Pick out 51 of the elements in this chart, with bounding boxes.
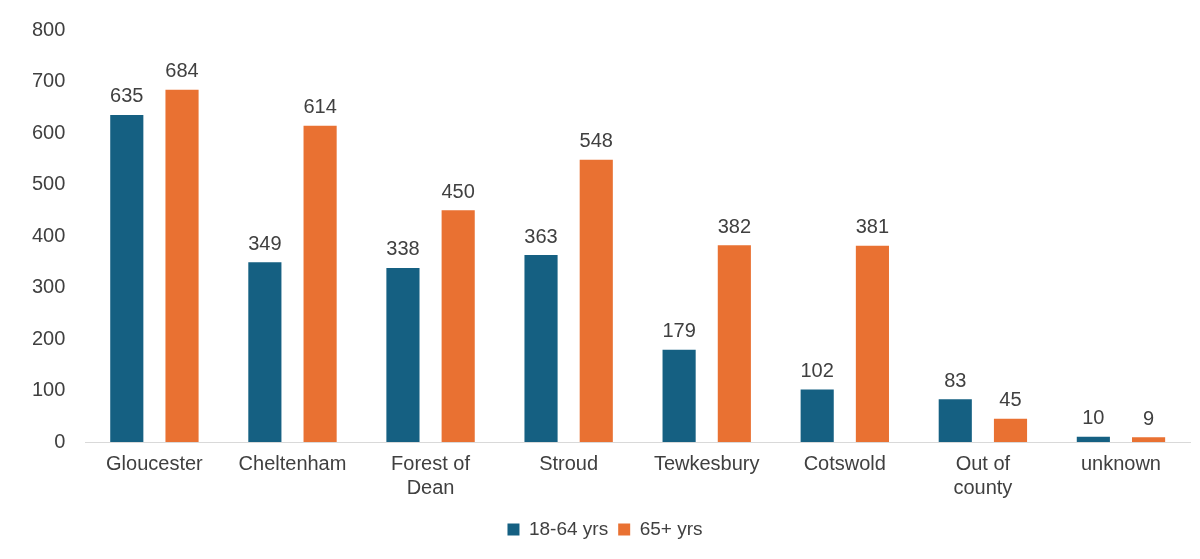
bar bbox=[717, 245, 751, 442]
x-tick-label: Out of county bbox=[953, 451, 1013, 498]
data-label: 9 bbox=[1143, 406, 1155, 429]
x-tick-label: Tewkesbury bbox=[653, 451, 760, 474]
bar bbox=[938, 399, 972, 442]
data-label: 83 bbox=[944, 368, 967, 391]
legend-label: 65+ yrs bbox=[639, 517, 703, 539]
bar bbox=[303, 125, 337, 442]
bar bbox=[662, 349, 696, 442]
bar bbox=[386, 267, 420, 442]
data-label: 179 bbox=[662, 319, 696, 342]
data-label: 548 bbox=[579, 129, 613, 152]
y-tick-label: 700 bbox=[31, 69, 66, 92]
data-label: 45 bbox=[999, 388, 1022, 411]
y-tick-label: 100 bbox=[31, 378, 66, 401]
y-tick-label: 400 bbox=[31, 223, 66, 246]
legend-label: 18-64 yrs bbox=[528, 517, 609, 539]
bar bbox=[524, 255, 558, 442]
y-tick-label: 300 bbox=[31, 275, 66, 298]
data-label: 684 bbox=[165, 59, 199, 82]
bar bbox=[800, 389, 834, 442]
x-tick-label: Cheltenham bbox=[238, 451, 347, 474]
x-tick-label: Gloucester bbox=[106, 451, 204, 474]
bar bbox=[855, 245, 889, 442]
data-label: 614 bbox=[303, 95, 337, 118]
bar bbox=[1132, 437, 1166, 442]
x-tick-label: Cotswold bbox=[803, 451, 886, 474]
data-label: 349 bbox=[248, 231, 282, 254]
bar bbox=[579, 159, 613, 442]
y-tick-label: 800 bbox=[31, 17, 66, 40]
data-label: 102 bbox=[800, 358, 834, 381]
data-label: 450 bbox=[441, 179, 475, 202]
x-tick-label: Stroud bbox=[539, 451, 599, 474]
data-label: 635 bbox=[110, 84, 144, 107]
data-label: 381 bbox=[855, 215, 890, 238]
x-tick-label: Forest of Dean bbox=[391, 451, 471, 498]
data-label: 382 bbox=[717, 214, 752, 237]
bar bbox=[1076, 436, 1110, 442]
data-label: 10 bbox=[1082, 406, 1105, 429]
bar bbox=[441, 210, 475, 442]
bar bbox=[993, 418, 1028, 442]
y-tick-label: 0 bbox=[54, 429, 66, 452]
y-tick-label: 600 bbox=[31, 120, 66, 143]
bar bbox=[248, 262, 282, 442]
bar bbox=[165, 89, 199, 442]
y-tick-label: 500 bbox=[31, 172, 66, 195]
data-label: 338 bbox=[386, 237, 420, 260]
data-label: 363 bbox=[524, 224, 558, 247]
x-tick-label: unknown bbox=[1080, 451, 1161, 474]
y-tick-label: 200 bbox=[31, 326, 66, 349]
bar bbox=[110, 114, 144, 442]
